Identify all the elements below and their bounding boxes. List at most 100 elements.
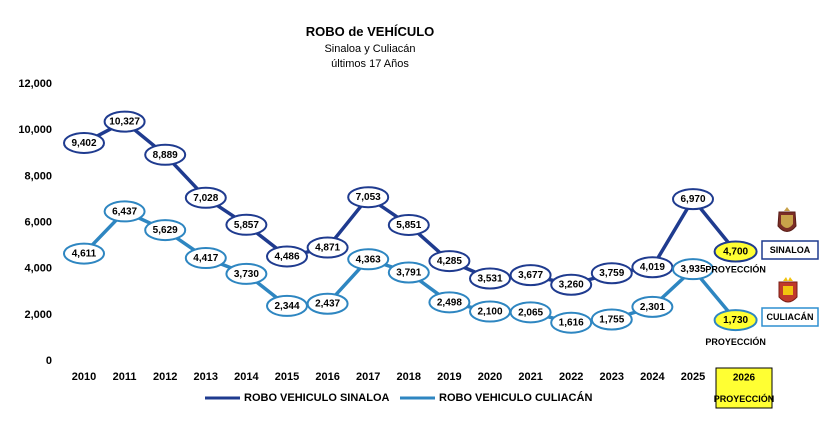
x-tick-label: 2013 [194, 371, 218, 383]
sinaloa-data-label: 4,019 [640, 262, 665, 273]
x-tick-label: 2023 [600, 371, 624, 383]
sinaloa-data-label: 5,851 [396, 220, 421, 231]
sinaloa-point [306, 236, 349, 259]
chart-title: ROBO de VEHÍCULO [306, 24, 435, 39]
culiacan-point [306, 292, 349, 315]
y-tick-label: 10,000 [18, 124, 52, 136]
culiacan-data-label: 2,437 [315, 299, 340, 310]
culiacan-data-label: 3,791 [396, 267, 421, 278]
x-tick-label: 2014 [234, 371, 259, 383]
x-tick-label: 2018 [397, 371, 421, 383]
x-tick-label: 2024 [640, 371, 665, 383]
projection-year-box [715, 367, 773, 409]
culiacan-crest-icon [778, 277, 798, 303]
culiacan-data-label: 3,935 [680, 264, 705, 275]
legend: ROBO VEHICULO SINALOA ROBO VEHICULO CULI… [205, 391, 592, 404]
x-tick-label: 2020 [478, 371, 502, 383]
x-tick-label: 2021 [518, 371, 542, 383]
culiacan-point [509, 301, 552, 324]
x-tick-label: 2016 [315, 371, 339, 383]
y-tick-label: 8,000 [24, 170, 52, 182]
sinaloa-data-label: 4,486 [274, 251, 299, 262]
culiacan-data-label: 2,065 [518, 307, 543, 318]
culiacan-data-label: 4,363 [356, 254, 381, 265]
culiacan-data-label: 3,730 [234, 269, 259, 280]
sinaloa-data-label: 7,053 [356, 192, 381, 203]
culiacan-projection-note: PROYECCIÓN [705, 336, 766, 347]
sinaloa-point [509, 264, 552, 287]
projection-markers: 4,700 PROYECCIÓN 1,730 PROYECCIÓN [705, 240, 766, 347]
sinaloa-projection-note: PROYECCIÓN [705, 264, 766, 275]
culiacan-point [63, 242, 105, 265]
sinaloa-point [428, 250, 471, 273]
chart-subtitle-1: Sinaloa y Culiacán [324, 43, 415, 55]
culiacan-point [428, 291, 471, 314]
x-tick-label: 2019 [437, 371, 461, 383]
culiacan-data-label: 2,301 [640, 302, 665, 313]
culiacan-point [144, 219, 187, 242]
sinaloa-data-label: 3,531 [477, 273, 502, 284]
sinaloa-data-label: 7,028 [193, 193, 218, 204]
x-axis: 2010 2011 2012 2013 2014 2015 2016 2017 2018 2019… [72, 371, 705, 383]
culiacan-data-label: 2,100 [477, 307, 502, 318]
culiacan-data-label: 2,498 [437, 297, 462, 308]
chart-subtitle-2: últimos 17 Años [331, 58, 409, 70]
culiacan-data-label: 1,616 [559, 318, 584, 329]
sinaloa-point [672, 188, 714, 211]
culiacan-point [347, 248, 390, 271]
sinaloa-point [266, 245, 308, 268]
sinaloa-point [550, 273, 593, 296]
sinaloa-point [590, 262, 633, 285]
culiacan-tag-label: CULIACÁN [767, 312, 814, 322]
sinaloa-point [103, 110, 146, 133]
sinaloa-data-label: 9,402 [71, 138, 96, 149]
x-tick-label: 2025 [681, 371, 705, 383]
y-tick-label: 4,000 [24, 263, 52, 275]
sinaloa-point [184, 186, 227, 209]
sinaloa-data-label: 4,285 [437, 256, 462, 267]
culiacan-point [631, 295, 674, 318]
culiacan-point [225, 262, 268, 285]
culiacan-point [184, 247, 227, 270]
culiacan-data-label: 4,611 [72, 249, 97, 260]
sinaloa-crest-icon [777, 207, 797, 232]
sinaloa-data-label: 8,889 [153, 150, 178, 161]
culiacan-data-label: 6,437 [112, 206, 137, 217]
x-tick-label: 2010 [72, 371, 96, 383]
legend-sinaloa-label: ROBO VEHICULO SINALOA [244, 392, 390, 404]
culiacan-projection-value: 1,730 [723, 315, 748, 326]
culiacan-data-label: 1,755 [599, 314, 624, 325]
culiacan-point [103, 200, 146, 223]
sinaloa-projection-value: 4,700 [723, 247, 748, 258]
legend-culiacan-label: ROBO VEHICULO CULIACÁN [439, 391, 592, 404]
sinaloa-data-label: 5,857 [234, 220, 259, 231]
culiacan-data-label: 2,344 [274, 301, 299, 312]
culiacan-point [672, 258, 714, 281]
culiacan-point [550, 311, 593, 334]
sinaloa-data-label: 3,759 [599, 268, 624, 279]
culiacan-tag [761, 307, 819, 327]
x-tick-label: 2017 [356, 371, 380, 383]
culiacan-data-label: 4,417 [193, 253, 218, 264]
sinaloa-point [469, 267, 511, 290]
y-tick-label: 12,000 [18, 78, 52, 90]
culiacan-point [387, 261, 430, 284]
culiacan-point [590, 308, 633, 331]
sinaloa-tag [761, 240, 819, 260]
y-tick-label: 2,000 [24, 309, 52, 321]
sinaloa-point [225, 213, 268, 236]
sinaloa-point [347, 186, 390, 209]
y-axis: 0 2,000 4,000 6,000 8,000 10,000 12,000 [18, 78, 52, 367]
sinaloa-data-label: 10,327 [109, 117, 140, 128]
culiacan-data-label: 5,629 [153, 225, 178, 236]
data-labels: 9,402 10,327 8,889 7,028 5,857 4,486 4,871 7,05… [63, 110, 714, 334]
projection-year-label: 2026 [733, 373, 756, 384]
x-tick-label: 2015 [275, 371, 299, 383]
x-tick-label: 2011 [113, 371, 137, 383]
culiacan-projection-marker [713, 309, 758, 332]
sinaloa-data-label: 4,871 [315, 243, 340, 254]
sinaloa-tag-label: SINALOA [770, 245, 811, 255]
x-tick-label: 2012 [153, 371, 177, 383]
